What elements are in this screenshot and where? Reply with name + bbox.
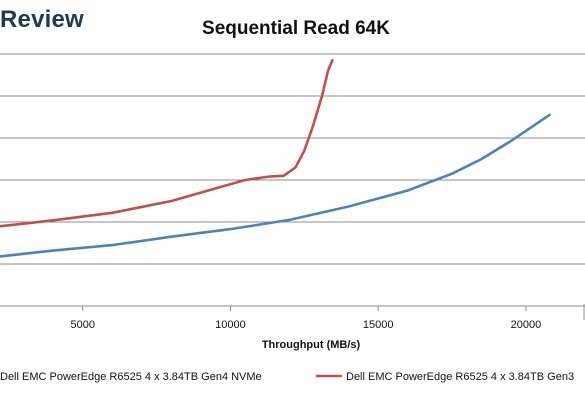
chart-title: Sequential Read 64K bbox=[202, 18, 390, 39]
x-tick-label: 15000 bbox=[363, 319, 394, 331]
series-line-1 bbox=[0, 113, 551, 258]
series-line-2 bbox=[0, 59, 334, 228]
series-lines bbox=[0, 59, 551, 258]
x-tick-label: 20000 bbox=[511, 319, 542, 331]
x-tick-label: 10000 bbox=[215, 319, 246, 331]
legend-label-1: Dell EMC PowerEdge R6525 4 x 3.84TB Gen4… bbox=[0, 371, 262, 383]
brand-logo: Review bbox=[0, 6, 84, 33]
x-axis-label: Throughput (MB/s) bbox=[262, 339, 361, 351]
legend: Dell EMC PowerEdge R6525 4 x 3.84TB Gen4… bbox=[0, 371, 574, 383]
legend-label-2: Dell EMC PowerEdge R6525 4 x 3.84TB Gen3 bbox=[346, 371, 574, 383]
gridlines bbox=[0, 53, 585, 265]
x-tick-labels: 5000 10000 15000 20000 bbox=[70, 319, 541, 331]
axes bbox=[0, 304, 585, 320]
x-tick-label: 5000 bbox=[70, 319, 94, 331]
